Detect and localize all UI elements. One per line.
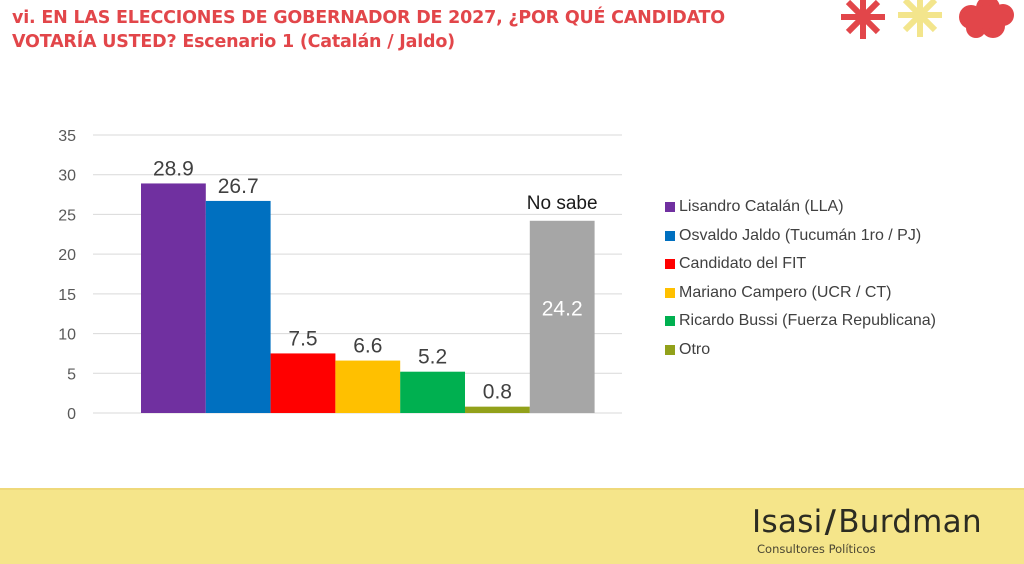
- asterisk-icon: [841, 0, 885, 39]
- brand-logo: Isasi/Burdman: [752, 504, 982, 540]
- legend-label: Ricardo Bussi (Fuerza Republicana): [679, 312, 936, 330]
- legend-label: Osvaldo Jaldo (Tucumán 1ro / PJ): [679, 226, 922, 244]
- annotation-no-sabe: No sabe: [527, 193, 598, 214]
- bar: [270, 353, 336, 413]
- bar: [400, 371, 465, 413]
- bar: [141, 183, 206, 413]
- legend-swatch: [665, 202, 675, 213]
- bar: [529, 220, 595, 413]
- legend-label: Lisandro Catalán (LLA): [679, 198, 844, 216]
- logo-marks: [841, 0, 1014, 39]
- legend-item: Lisandro Catalán (LLA): [665, 193, 936, 222]
- brand-name-right: Burdman: [838, 504, 982, 540]
- bar-chart: 0 5 10 15 20 25 30 35 28.9 26.7 7.5 6.6 5.2 0.8 24.2 No…: [58, 128, 622, 423]
- footer-band: [0, 488, 1024, 564]
- data-label: 0.8: [483, 381, 512, 404]
- legend-swatch: [665, 259, 675, 270]
- bar: [205, 200, 271, 413]
- data-label: 26.7: [218, 175, 259, 198]
- brand-slash: /: [824, 504, 837, 540]
- legend-item: Osvaldo Jaldo (Tucumán 1ro / PJ): [665, 222, 936, 251]
- legend-item: Otro: [665, 336, 936, 365]
- bar: [465, 406, 530, 413]
- data-label: 28.9: [153, 157, 194, 180]
- legend-swatch: [665, 316, 675, 327]
- title-line-2: VOTARÍA USTED? Escenario 1 (Catalán / Ja…: [12, 32, 455, 52]
- bar: [335, 360, 401, 413]
- y-tick-label: 35: [58, 128, 76, 145]
- y-tick-label: 0: [67, 406, 76, 423]
- data-label: 24.2: [542, 297, 583, 320]
- asterisk-icon: [898, 0, 942, 37]
- data-label: 7.5: [288, 327, 317, 350]
- brand-subtitle: Consultores Políticos: [757, 542, 876, 556]
- legend-label: Otro: [679, 340, 711, 358]
- y-tick-label: 15: [58, 287, 76, 304]
- y-tick-label: 10: [58, 327, 76, 344]
- legend-label: Mariano Campero (UCR / CT): [679, 283, 892, 301]
- data-label: 6.6: [353, 335, 382, 358]
- legend-swatch: [665, 287, 675, 298]
- slide-title: vi. EN LAS ELECCIONES DE GOBERNADOR DE 2…: [12, 6, 725, 54]
- title-line-1: vi. EN LAS ELECCIONES DE GOBERNADOR DE 2…: [12, 8, 725, 28]
- legend-item: Mariano Campero (UCR / CT): [665, 279, 936, 308]
- legend-item: Ricardo Bussi (Fuerza Republicana): [665, 307, 936, 336]
- legend-item: Candidato del FIT: [665, 250, 936, 279]
- y-tick-label: 30: [58, 168, 76, 185]
- flower-blob-icon: [959, 0, 1014, 38]
- y-tick-label: 20: [58, 247, 76, 264]
- legend-swatch: [665, 344, 675, 355]
- brand-name-left: Isasi: [752, 504, 823, 540]
- y-tick-label: 25: [58, 207, 76, 224]
- chart-legend: Lisandro Catalán (LLA) Osvaldo Jaldo (Tuc…: [665, 193, 936, 364]
- data-label: 5.2: [418, 346, 447, 369]
- y-tick-label: 5: [67, 366, 76, 383]
- legend-swatch: [665, 230, 675, 241]
- legend-label: Candidato del FIT: [679, 255, 807, 273]
